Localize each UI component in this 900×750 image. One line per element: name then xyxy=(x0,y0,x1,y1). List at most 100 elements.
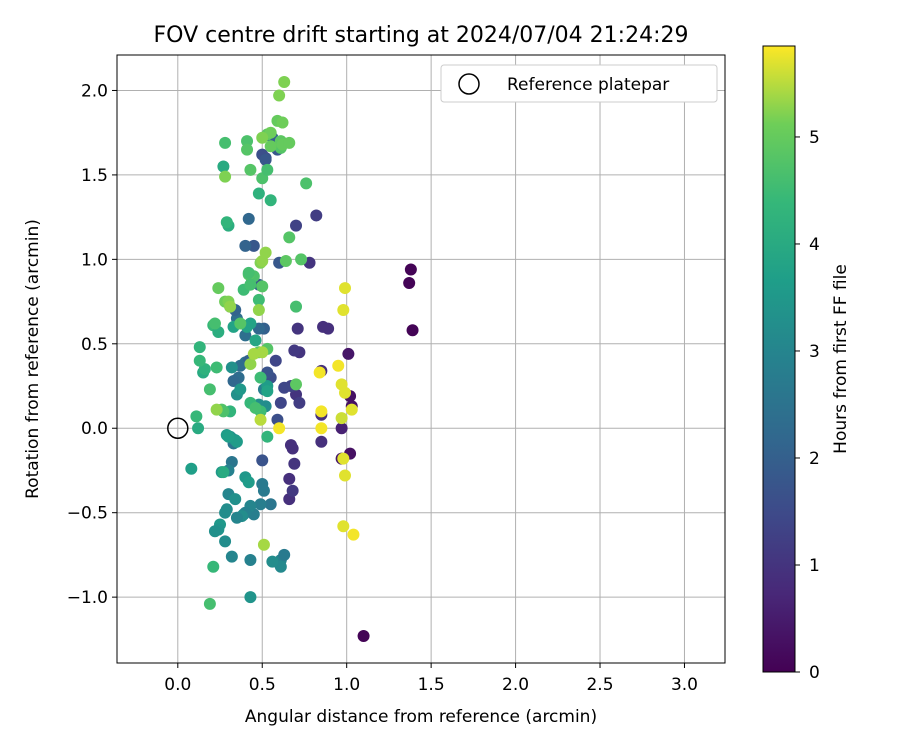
data-point xyxy=(403,277,416,289)
y-tick-label: 1.0 xyxy=(81,250,108,270)
data-point xyxy=(208,525,221,538)
data-point xyxy=(357,629,370,642)
data-point xyxy=(244,591,257,604)
data-point xyxy=(222,430,235,443)
chart-title: FOV centre drift starting at 2024/07/04 … xyxy=(154,23,689,48)
data-point xyxy=(254,413,267,426)
data-point xyxy=(210,403,223,416)
data-point xyxy=(244,278,257,291)
data-point xyxy=(279,255,292,268)
data-point xyxy=(249,334,262,347)
data-point xyxy=(227,374,240,387)
data-point xyxy=(283,231,296,244)
data-point xyxy=(242,266,255,279)
data-point xyxy=(252,293,265,306)
data-point xyxy=(266,555,279,568)
data-point xyxy=(293,396,306,409)
data-point xyxy=(219,535,232,548)
data-point xyxy=(288,344,301,357)
data-point xyxy=(276,116,289,129)
data-point xyxy=(256,131,269,144)
data-point xyxy=(193,354,206,367)
data-point xyxy=(278,76,291,89)
data-point xyxy=(269,354,282,367)
data-point xyxy=(247,239,260,252)
data-point xyxy=(288,457,301,470)
data-point xyxy=(313,366,326,379)
data-point xyxy=(261,430,274,443)
data-point xyxy=(203,383,216,396)
data-point xyxy=(244,163,257,176)
x-tick-label: 3.0 xyxy=(671,675,698,695)
data-point xyxy=(290,378,303,391)
data-point xyxy=(242,212,255,225)
x-tick-label: 2.5 xyxy=(586,675,613,695)
data-point xyxy=(342,347,355,360)
data-point xyxy=(212,282,225,295)
y-tick-label: 0.0 xyxy=(81,419,108,439)
data-point xyxy=(244,358,257,371)
x-tick-label: 0.5 xyxy=(249,675,276,695)
data-point xyxy=(257,538,270,551)
colorbar-tick-label: 3 xyxy=(809,342,820,362)
data-point xyxy=(317,320,330,333)
data-point xyxy=(315,405,328,418)
data-point xyxy=(217,160,230,173)
colorbar: 0 1 2 3 4 5 Hours from first FF file xyxy=(762,45,851,683)
y-tick-label: 0.5 xyxy=(81,335,108,355)
data-point xyxy=(337,452,350,465)
data-points xyxy=(185,76,419,642)
data-point xyxy=(219,506,232,519)
data-point xyxy=(259,246,272,259)
colorbar-ticks: 0 1 2 3 4 5 xyxy=(795,128,820,683)
data-point xyxy=(404,263,417,276)
data-point xyxy=(252,187,265,200)
data-point xyxy=(229,493,242,506)
data-point xyxy=(219,170,232,183)
data-point xyxy=(257,484,270,497)
data-point xyxy=(339,469,351,482)
data-point xyxy=(254,371,267,384)
data-point xyxy=(256,280,269,293)
data-point xyxy=(290,219,303,232)
data-point xyxy=(185,462,198,475)
colorbar-label: Hours from first FF file xyxy=(831,264,851,454)
data-point xyxy=(252,304,265,317)
colorbar-gradient xyxy=(762,45,796,673)
data-point xyxy=(203,597,216,610)
y-axis-ticks: −1.0 −0.5 0.0 0.5 1.0 1.5 2.0 xyxy=(67,81,117,608)
data-point xyxy=(225,361,238,374)
y-axis-label: Rotation from reference (arcmin) xyxy=(23,219,43,499)
plot-frame xyxy=(116,54,726,664)
x-tick-label: 0.0 xyxy=(164,675,191,695)
data-point xyxy=(337,520,350,533)
data-point xyxy=(337,304,350,317)
data-point xyxy=(332,359,345,372)
data-point xyxy=(278,381,291,394)
data-point xyxy=(207,560,220,573)
x-tick-label: 2.0 xyxy=(502,675,529,695)
data-point xyxy=(256,346,269,359)
data-point xyxy=(241,143,254,156)
data-point xyxy=(190,410,203,423)
data-point xyxy=(239,239,252,252)
data-point xyxy=(290,300,303,313)
data-point xyxy=(193,341,206,354)
data-point xyxy=(254,498,267,511)
legend-box xyxy=(440,64,718,103)
colorbar-tick-label: 0 xyxy=(809,663,820,683)
data-point xyxy=(335,422,348,435)
data-point xyxy=(300,177,313,190)
grid xyxy=(117,55,725,663)
colorbar-tick-label: 5 xyxy=(809,128,820,148)
data-point xyxy=(315,435,328,448)
data-point xyxy=(261,163,274,176)
colorbar-tick-label: 2 xyxy=(809,449,820,469)
data-point xyxy=(284,439,297,452)
data-point xyxy=(192,422,205,435)
data-point xyxy=(406,324,419,337)
data-point xyxy=(274,396,287,409)
data-point xyxy=(264,140,277,153)
data-point xyxy=(210,361,223,374)
data-point xyxy=(339,282,351,295)
